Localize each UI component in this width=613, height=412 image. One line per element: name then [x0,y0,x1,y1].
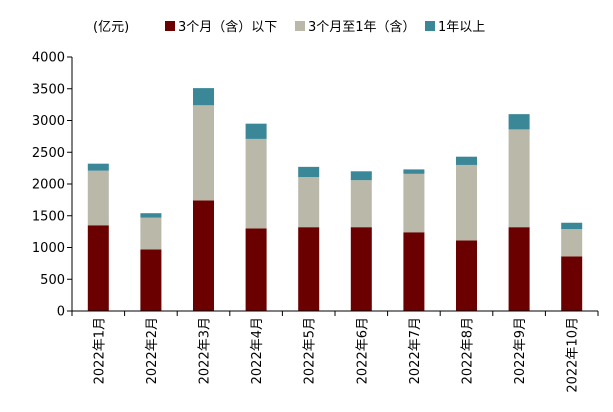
legend: 3个月（含）以下 3个月至1年（含） 1年以上 [165,19,485,35]
legend-label: 3个月（含）以下 [178,19,277,35]
bar-segment-series-2-cat-0 [87,163,109,171]
y-tick-label: 0 [57,305,65,320]
x-tick-label: 2022年1月 [92,317,107,384]
bar-segment-series-2-cat-8 [508,114,530,130]
bar-segment-series-1-cat-8 [508,129,530,228]
y-tick-label: 3000 [32,114,65,129]
legend-item-1: 3个月至1年（含） [295,19,416,35]
legend-swatch [295,21,305,31]
x-tick-label: 2022年8月 [461,317,476,384]
y-tick-label: 3500 [32,82,65,97]
legend-item-0: 3个月（含）以下 [165,19,277,35]
bar-segment-series-1-cat-7 [456,164,477,241]
bar-segment-series-2-cat-7 [456,156,477,165]
bar-segment-series-0-cat-8 [508,227,530,311]
x-tick-label: 2022年9月 [513,317,528,384]
bar-segment-series-0-cat-2 [193,200,214,311]
bar-segment-series-1-cat-9 [561,229,583,257]
y-tick-label: 500 [40,273,65,288]
bar-segment-series-0-cat-4 [298,227,320,311]
bar-segment-series-2-cat-5 [350,171,372,181]
bar-segment-series-2-cat-6 [403,169,425,174]
bar-segment-series-1-cat-4 [298,177,320,228]
bar-segment-series-1-cat-6 [403,173,425,233]
x-tick-label: 2022年2月 [145,317,160,384]
y-tick-label: 2000 [32,178,65,193]
bar-segment-series-1-cat-3 [245,138,267,229]
bar-segment-series-1-cat-5 [350,180,372,228]
unit-label: (亿元) [93,20,129,35]
bar-segment-series-2-cat-9 [561,222,583,230]
legend-item-2: 1年以上 [425,20,485,35]
bar-segment-series-0-cat-9 [561,256,583,311]
bar-segment-series-2-cat-1 [140,213,162,218]
y-tick-label: 1500 [32,209,65,224]
y-tick-label: 1000 [32,241,65,256]
x-tick-label: 2022年5月 [303,317,318,384]
bar-segment-series-2-cat-2 [193,88,214,106]
bar-segment-series-0-cat-7 [456,240,477,311]
bar-segment-series-0-cat-1 [140,249,162,311]
bar-segment-series-1-cat-1 [140,217,162,250]
bar-segment-series-0-cat-5 [350,227,372,311]
legend-label: 3个月至1年（含） [308,19,416,35]
bar-segment-series-1-cat-2 [193,105,214,201]
x-tick-label: 2022年4月 [250,317,265,384]
x-tick-label: 2022年7月 [408,317,423,384]
x-axis: 2022年1月 2022年2月 2022年3月 2022年4月 2022年5月 2022年… [71,310,599,393]
bars [87,88,583,311]
bar-segment-series-0-cat-0 [87,225,109,311]
y-tick-label: 4000 [32,51,65,66]
bar-segment-series-2-cat-4 [298,166,320,178]
y-tick-label: 2500 [32,146,65,161]
legend-swatch [165,21,175,31]
x-tick-label: 2022年3月 [198,317,213,384]
y-axis: 0 500 1000 1500 2000 2500 3000 3500 4000 [32,51,73,320]
x-tick-label: 2022年6月 [355,317,370,384]
legend-label: 1年以上 [438,20,485,35]
bar-segment-series-2-cat-3 [245,123,267,139]
legend-swatch [425,21,435,31]
x-tick-label: 2022年10月 [566,317,581,393]
bar-segment-series-0-cat-3 [245,228,267,311]
bar-segment-series-0-cat-6 [403,232,425,311]
bar-segment-series-1-cat-0 [87,170,109,226]
